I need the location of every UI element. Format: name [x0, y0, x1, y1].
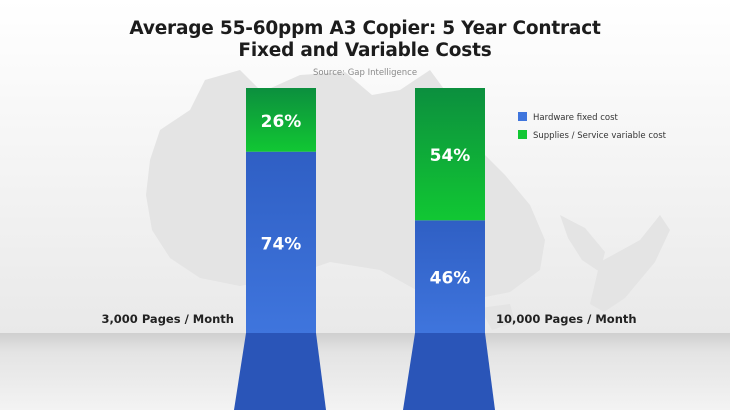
data-label-supplies: 54% [430, 146, 471, 166]
chart-subtitle: Fixed and Variable Costs [238, 40, 492, 61]
data-label-hardware: 74% [261, 234, 302, 254]
bar-segment-supplies [415, 88, 485, 221]
floor [0, 333, 730, 410]
bar-segment-hardware [415, 220, 485, 333]
bars-layer [234, 88, 495, 410]
legend: Hardware fixed cost Supplies / Service va… [518, 112, 667, 141]
legend-label: Supplies / Service variable cost [533, 131, 667, 141]
legend-swatch [518, 112, 527, 121]
legend-label: Hardware fixed cost [533, 113, 618, 123]
chart-title: Average 55-60ppm A3 Copier: 5 Year Contr… [129, 18, 601, 39]
bar-reflection [234, 333, 326, 410]
chart-source: Source: Gap Intelligence [312, 68, 418, 78]
data-label-supplies: 26% [261, 112, 302, 132]
bar-segment-supplies [246, 88, 316, 152]
labels-layer: 74% 26% 3,000 Pages / Month 46% 54% 10,000 Pa… [101, 112, 636, 326]
bar-segment-hardware [246, 151, 316, 333]
data-label-hardware: 46% [430, 269, 471, 289]
legend-swatch [518, 130, 527, 139]
bar-reflection [403, 333, 495, 410]
category-label: 10,000 Pages / Month [496, 312, 637, 326]
category-label: 3,000 Pages / Month [101, 312, 234, 326]
